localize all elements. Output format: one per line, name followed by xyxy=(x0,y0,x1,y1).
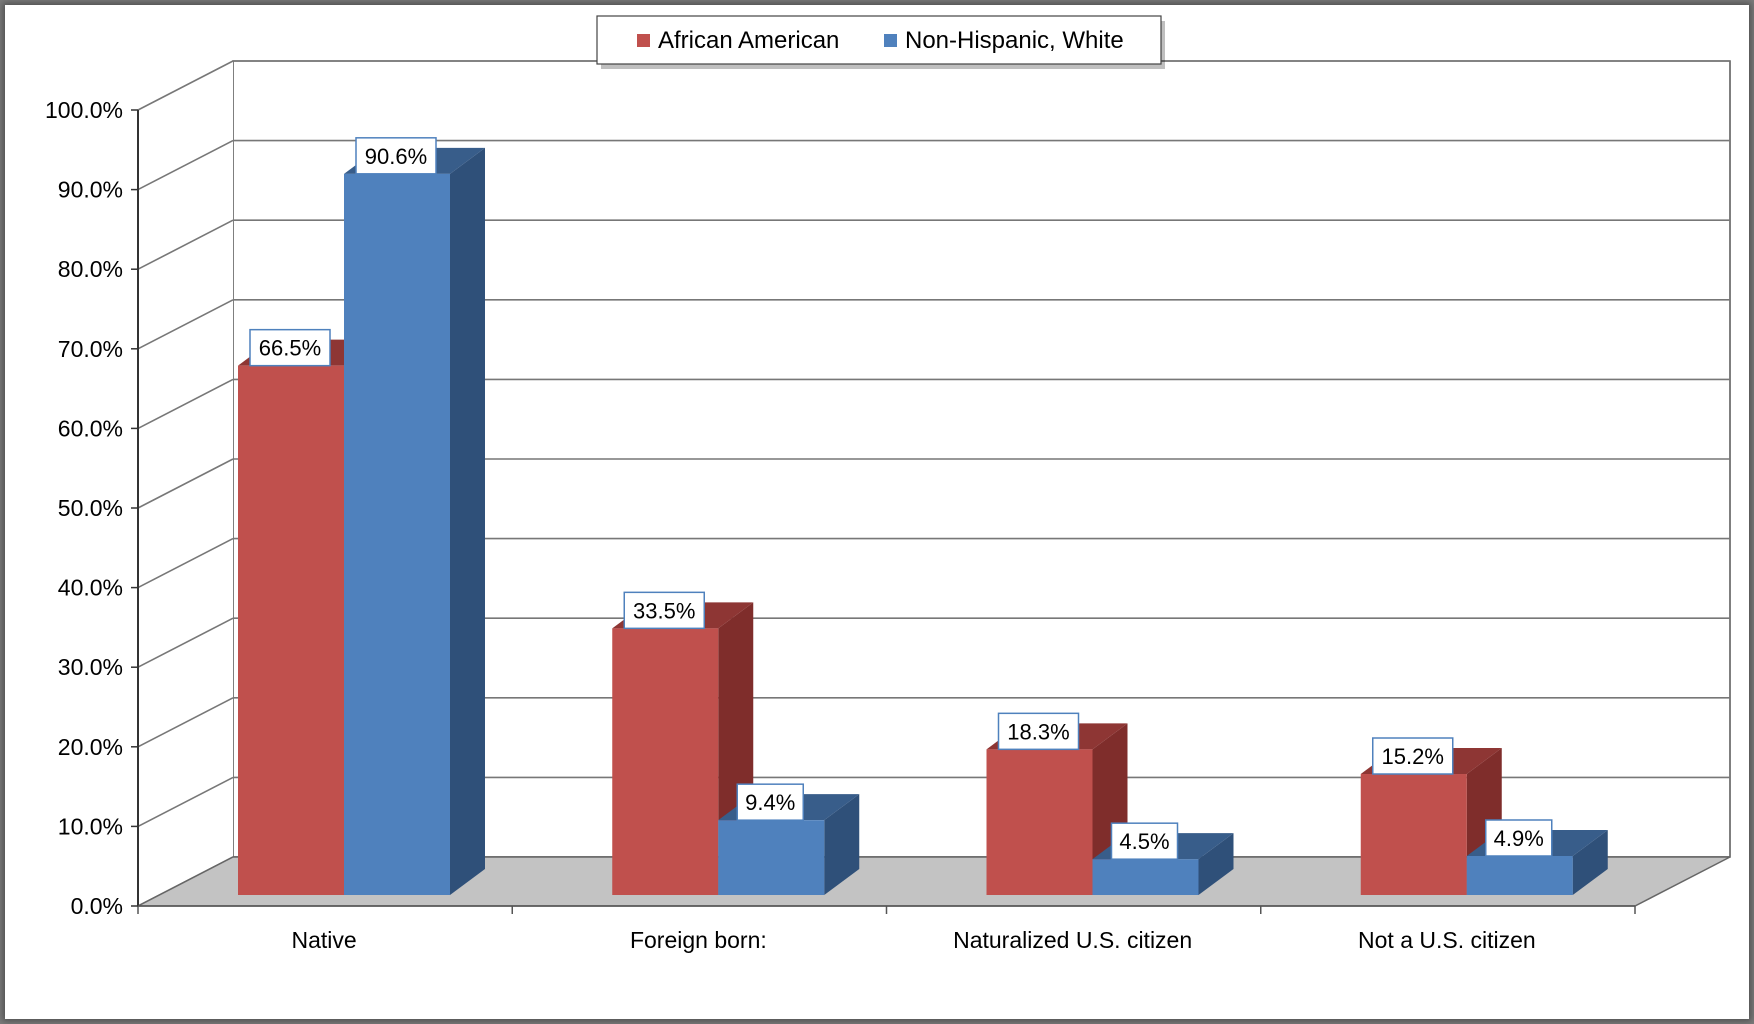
bar-non-hispanic-white-not-a-u-s-citizen-front xyxy=(1466,855,1573,895)
legend-box xyxy=(596,15,1162,65)
bars xyxy=(238,147,1608,896)
y-tick-labels: 0.0% 10.0% 20.0% 30.0% 40.0% 50.0% 60.0% 70.0% 8… xyxy=(45,97,123,919)
y-tick-label-1: 10.0% xyxy=(58,813,123,839)
bar-non-hispanic-white-native-side xyxy=(450,147,485,896)
y-tick-label-9: 90.0% xyxy=(58,177,123,203)
data-label-text: 90.6% xyxy=(365,144,427,169)
gridline-side xyxy=(137,219,234,270)
legend-swatch-non-hispanic-white xyxy=(884,34,897,47)
data-label-box xyxy=(1110,822,1179,860)
bar-non-hispanic-white-foreign-born-front xyxy=(718,820,825,895)
category-label-not-a-u-s-citizen: Not a U.S. citizen xyxy=(1358,927,1536,953)
y-tick-label-10: 100.0% xyxy=(45,97,123,123)
bar-african-american-native-front xyxy=(238,365,344,895)
data-label-african-american-naturalized-u-s-citizen: 18.3% xyxy=(997,712,1080,751)
data-label-non-hispanic-white-not-a-u-s-citizen: 4.9% xyxy=(1485,819,1553,857)
data-label-text: 33.5% xyxy=(633,598,695,623)
gridline-side xyxy=(137,60,234,111)
category-label-foreign-born: Foreign born: xyxy=(630,927,767,953)
bar-chart: 0.0% 10.0% 20.0% 30.0% 40.0% 50.0% 60.0% 70.0% 8… xyxy=(45,15,1731,953)
category-label-native: Native xyxy=(292,927,357,953)
category-label-naturalized-u-s-citizen: Naturalized U.S. citizen xyxy=(953,927,1192,953)
data-label-text: 9.4% xyxy=(745,790,795,815)
legend-swatch-african-american xyxy=(637,34,650,47)
data-label-text: 66.5% xyxy=(259,336,321,361)
y-tick-label-8: 80.0% xyxy=(58,256,123,282)
data-label-box xyxy=(355,137,437,175)
bar-african-american-not-a-u-s-citizen-front xyxy=(1360,774,1467,895)
data-label-african-american-foreign-born: 33.5% xyxy=(623,591,705,630)
bar-non-hispanic-white-native xyxy=(344,147,485,896)
gridline-side xyxy=(137,139,234,191)
gridline-side xyxy=(137,378,234,430)
y-tick-label-7: 70.0% xyxy=(58,336,123,362)
legend: African American Non-Hispanic, White xyxy=(596,15,1165,69)
legend-label-non-hispanic-white: Non-Hispanic, White xyxy=(905,27,1124,54)
bar-african-american-naturalized-u-s-citizen-front xyxy=(986,749,1093,895)
y-tick-label-4: 40.0% xyxy=(58,575,123,601)
chart-frame: 0.0% 10.0% 20.0% 30.0% 40.0% 50.0% 60.0% 70.0% 8… xyxy=(5,5,1749,1019)
y-tick-label-5: 50.0% xyxy=(58,495,123,521)
data-label-text: 18.3% xyxy=(1007,719,1069,744)
bar-african-american-foreign-born-front xyxy=(612,628,719,895)
bar-non-hispanic-white-foreign-born-side xyxy=(824,794,860,895)
data-label-text: 4.9% xyxy=(1494,826,1544,851)
data-labels: 66.5% 90.6% 33.5% 9.4% 18.3% 4.5% 15.2% 4.9% xyxy=(249,137,1553,860)
gridline-side xyxy=(137,458,234,509)
bar-african-american-foreign-born xyxy=(612,602,754,895)
legend-label-african-american: African American xyxy=(658,27,839,54)
gridline-side xyxy=(137,776,234,828)
data-label-box xyxy=(736,783,804,821)
data-label-non-hispanic-white-foreign-born: 9.4% xyxy=(736,783,804,821)
data-label-box xyxy=(1372,737,1454,775)
y-tick-label-2: 20.0% xyxy=(58,734,123,760)
data-label-text: 15.2% xyxy=(1382,744,1444,769)
data-label-african-american-not-a-u-s-citizen: 15.2% xyxy=(1372,737,1454,775)
gridline-side xyxy=(137,697,234,748)
data-label-box xyxy=(1485,819,1553,857)
bar-non-hispanic-white-naturalized-u-s-citizen-front xyxy=(1092,859,1199,895)
data-label-box xyxy=(249,328,331,367)
data-label-african-american-native: 66.5% xyxy=(249,328,331,367)
data-label-box xyxy=(997,712,1080,751)
bar-non-hispanic-white-not-a-u-s-citizen-side xyxy=(1572,829,1608,895)
data-label-non-hispanic-white-naturalized-u-s-citizen: 4.5% xyxy=(1110,822,1179,860)
gridline-side xyxy=(137,537,234,589)
category-labels: Native Foreign born: Naturalized U.S. citi… xyxy=(292,927,1536,953)
axes xyxy=(131,109,1636,914)
gridline-side xyxy=(137,617,234,668)
y-tick-label-0: 0.0% xyxy=(71,893,123,919)
bar-non-hispanic-white-native-front xyxy=(344,173,450,896)
bar-non-hispanic-white-naturalized-u-s-citizen-side xyxy=(1198,833,1234,895)
bar-non-hispanic-white-foreign-born xyxy=(718,794,860,895)
y-tick-label-3: 30.0% xyxy=(58,654,123,680)
y-tick-label-6: 60.0% xyxy=(58,415,123,441)
data-label-box xyxy=(623,591,705,630)
data-label-non-hispanic-white-native: 90.6% xyxy=(355,137,437,175)
data-label-text: 4.5% xyxy=(1119,829,1169,854)
gridline-side xyxy=(137,299,234,350)
